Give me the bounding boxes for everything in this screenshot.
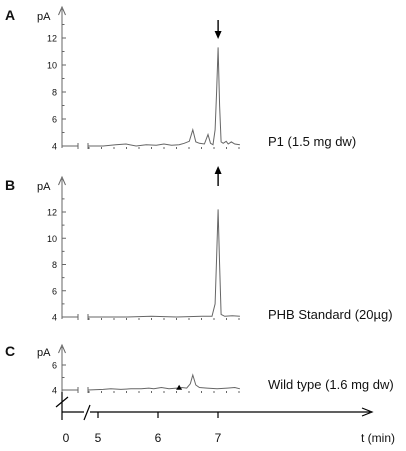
series-label-c: Wild type (1.6 mg dw) bbox=[268, 377, 394, 392]
y-tick-label-c: 4 bbox=[52, 386, 57, 396]
peak-arrowhead-b bbox=[214, 166, 222, 174]
panel-label-b: B bbox=[5, 177, 15, 193]
peak-marker-c bbox=[176, 384, 183, 390]
y-tick-label-b: 12 bbox=[47, 208, 57, 218]
series-label-b: PHB Standard (20µg) bbox=[268, 307, 393, 322]
y-tick-label-a: 10 bbox=[47, 61, 57, 71]
time-tick-label-6: 6 bbox=[155, 431, 162, 445]
y-tick-label-c: 6 bbox=[52, 361, 57, 371]
chromatogram-trace-a bbox=[88, 47, 240, 147]
time-axis-arrowhead bbox=[361, 407, 374, 417]
peak-arrowhead-a bbox=[214, 31, 222, 39]
y-tick-label-b: 4 bbox=[52, 313, 57, 323]
y-tick-label-b: 6 bbox=[52, 286, 57, 296]
y-axis-arrowhead-c bbox=[58, 343, 66, 354]
y-axis-arrowhead-a bbox=[58, 5, 66, 16]
time-tick-label-7: 7 bbox=[215, 431, 222, 445]
panel-a: A pA P1 (1.5 mg dw) 4 6 8 10 12 bbox=[5, 5, 356, 152]
panel-label-a: A bbox=[5, 7, 15, 23]
panel-c: C pA Wild type (1.6 mg dw) 4 6 bbox=[5, 343, 394, 396]
y-tick-label-b: 10 bbox=[47, 234, 57, 244]
time-tick-label-5: 5 bbox=[95, 431, 102, 445]
y-unit-label-b: pA bbox=[37, 181, 51, 193]
axis-break-slash-right bbox=[83, 404, 91, 421]
y-tick-label-a: 8 bbox=[52, 88, 57, 98]
x-axis-label: t (min) bbox=[361, 431, 395, 445]
chromatogram-trace-b bbox=[88, 209, 240, 318]
y-tick-label-a: 12 bbox=[47, 34, 57, 44]
panel-label-c: C bbox=[5, 343, 15, 359]
y-axis-arrowhead-b bbox=[58, 175, 66, 186]
y-tick-label-b: 8 bbox=[52, 260, 57, 270]
panel-b: B pA PHB Standard (20µg) 4 6 8 10 12 bbox=[5, 166, 393, 323]
y-unit-label-c: pA bbox=[37, 347, 51, 359]
time-axis: t (min) 0 5 6 7 bbox=[55, 392, 395, 445]
axis-break-slash-left bbox=[55, 396, 69, 408]
y-unit-label-a: pA bbox=[37, 11, 51, 23]
y-tick-label-a: 4 bbox=[52, 142, 57, 152]
y-tick-label-a: 6 bbox=[52, 115, 57, 125]
chromatogram-trace-c bbox=[87, 373, 241, 391]
time-tick-label-0: 0 bbox=[63, 431, 70, 445]
series-label-a: P1 (1.5 mg dw) bbox=[268, 134, 356, 149]
